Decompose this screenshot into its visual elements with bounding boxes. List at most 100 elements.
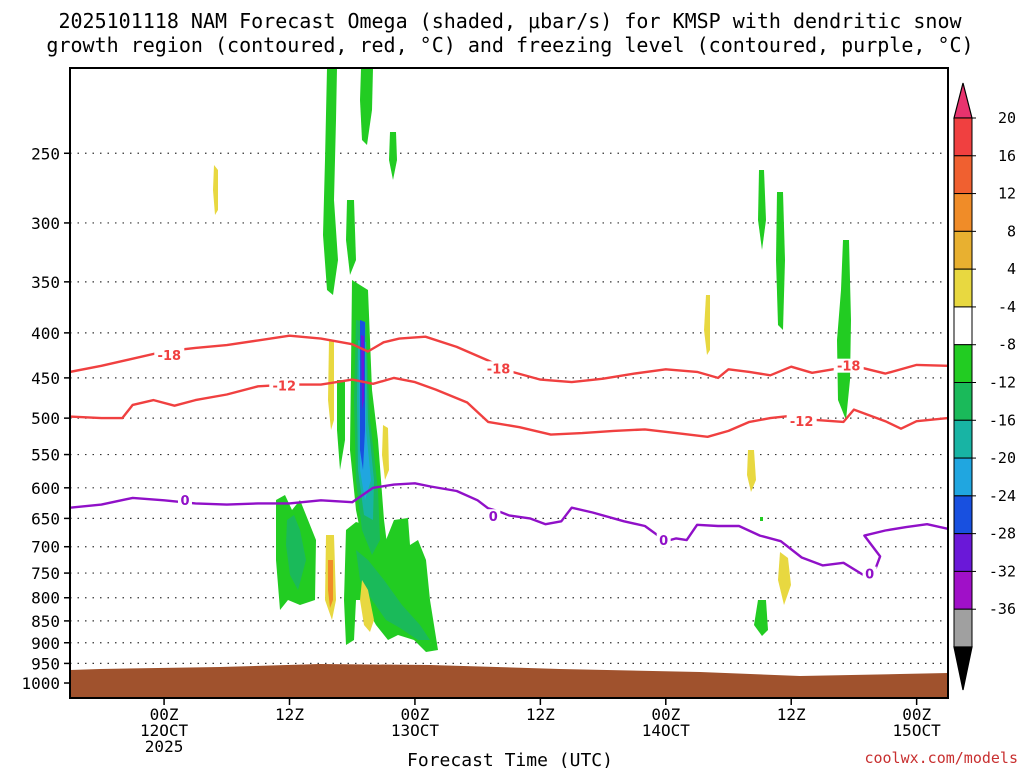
contour-line	[70, 376, 948, 438]
omega-region-green	[758, 170, 766, 250]
contour-label-bg	[154, 348, 185, 363]
y-axis: 250 300 350 400 450 500 550 600 650 700 750 800 850 9…	[21, 144, 70, 693]
x-tick-label: 00Z	[651, 705, 680, 724]
colorbar-swatch	[953, 382, 973, 421]
omega-region-teal	[356, 550, 430, 640]
contour-label: -18	[837, 360, 861, 375]
colorbar-label: 20	[998, 109, 1016, 127]
y-tick-label: 450	[31, 369, 60, 388]
y-tick-label: 750	[31, 564, 60, 583]
plot-area: -18 -18 -18 -12 -12 0 0 0 0	[70, 68, 948, 684]
x-tick-label: 00Z	[150, 705, 179, 724]
colorbar-label: 12	[998, 185, 1016, 203]
colorbar: 20 16 12 8 4 -4 -8 -12 -16 -20 -24 -28 -32 -36	[953, 82, 1016, 691]
x-tick-label: 00Z	[400, 705, 429, 724]
contour-label: 0	[180, 494, 189, 509]
x-tick-label: 12Z	[777, 705, 806, 724]
omega-region-green	[346, 200, 356, 275]
x-tick-label: 2025	[145, 737, 184, 756]
colorbar-label: -12	[989, 374, 1016, 392]
y-tick-label: 250	[31, 144, 60, 163]
y-tick-label: 700	[31, 538, 60, 557]
contour-label-bg	[833, 358, 864, 373]
credit-text: coolwx.com/models	[864, 749, 1018, 767]
colorbar-bottom-arrow	[953, 646, 973, 691]
omega-region-yellow	[213, 165, 218, 215]
contour-line	[70, 334, 948, 384]
contour-label-bg	[786, 413, 817, 428]
colorbar-label: 4	[1007, 260, 1016, 278]
colorbar-top-arrow	[953, 82, 973, 119]
y-tick-label: 950	[31, 654, 60, 673]
colorbar-label: -28	[989, 525, 1016, 543]
plot-frame	[69, 67, 949, 699]
colorbar-swatch	[953, 117, 973, 157]
y-tick-label: 500	[31, 409, 60, 428]
colorbar-swatch	[953, 306, 973, 346]
omega-region-green	[760, 517, 763, 521]
y-tick-label: 300	[31, 214, 60, 233]
omega-region-yellow	[328, 340, 334, 430]
omega-region-yellow	[382, 425, 389, 480]
contour-label-bg	[656, 533, 671, 548]
contour-label-bg	[862, 566, 877, 581]
colorbar-swatch	[953, 570, 973, 610]
x-tick-label: 12Z	[275, 705, 304, 724]
x-tick-label: 14OCT	[642, 721, 691, 740]
y-tick-label: 650	[31, 509, 60, 528]
omega-region-yellow	[778, 552, 791, 605]
contour-label: -12	[790, 415, 814, 430]
contour-label: 0	[865, 568, 874, 583]
x-axis-label: Forecast Time (UTC)	[407, 750, 613, 768]
omega-region-orange	[328, 560, 333, 608]
omega-region-purple	[361, 335, 364, 410]
omega-region-yellow	[704, 295, 710, 355]
colorbar-label: -36	[989, 600, 1016, 618]
y-tick-label: 350	[31, 273, 60, 292]
x-tick-label: 13OCT	[391, 721, 440, 740]
contour-label: -18	[158, 349, 182, 364]
contour-line	[70, 482, 948, 577]
y-tick-label: 600	[31, 479, 60, 498]
colorbar-swatch	[953, 457, 973, 497]
contour-label: 0	[489, 510, 498, 525]
colorbar-label: -32	[989, 562, 1016, 580]
contour-label: -12	[273, 379, 297, 394]
colorbar-label: -16	[989, 411, 1016, 429]
omega-region-green	[837, 240, 851, 420]
contour-label-bg	[269, 378, 300, 393]
colorbar-label: -4	[998, 298, 1016, 316]
colorbar-swatch	[953, 608, 973, 648]
colorbar-swatch	[953, 495, 973, 535]
contour-label-bg	[486, 509, 501, 524]
colorbar-label: -8	[998, 336, 1016, 354]
colorbar-swatch	[953, 193, 973, 232]
omega-region-green	[344, 518, 438, 652]
contour-label-bg	[483, 361, 514, 376]
y-tick-label: 850	[31, 612, 60, 631]
omega-region-yellow	[360, 580, 374, 632]
temperature-contours: -18 -18 -18 -12 -12 0 0 0 0	[70, 334, 948, 583]
y-tick-label: 1000	[21, 674, 60, 693]
omega-shading	[213, 68, 851, 652]
chart-title-line-1: 2025101118 NAM Forecast Omega (shaded, μ…	[58, 9, 962, 33]
colorbar-label: 8	[1007, 222, 1016, 240]
y-tick-label: 800	[31, 589, 60, 608]
omega-region-green	[754, 600, 768, 636]
ground-terrain	[70, 664, 948, 698]
colorbar-swatch	[953, 419, 973, 459]
colorbar-label: -24	[989, 487, 1016, 505]
x-tick-label: 15OCT	[893, 721, 942, 740]
chart-title-line-2: growth region (contoured, red, °C) and f…	[46, 33, 973, 57]
x-tick-label: 00Z	[902, 705, 931, 724]
omega-region-green	[323, 68, 338, 295]
colorbar-swatch	[953, 230, 973, 270]
y-tick-label: 550	[31, 446, 60, 465]
colorbar-swatch	[953, 344, 973, 384]
omega-region-yellow	[747, 450, 756, 492]
colorbar-swatch	[953, 533, 973, 572]
omega-region-green	[360, 68, 373, 145]
contour-label: -18	[487, 362, 511, 377]
